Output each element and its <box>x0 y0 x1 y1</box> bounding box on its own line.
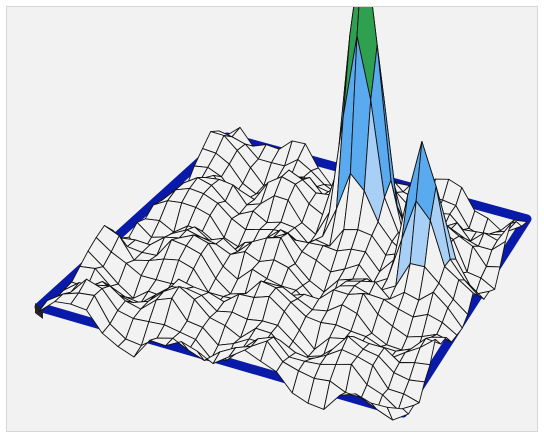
surface-cell <box>386 406 409 421</box>
surface-mesh <box>38 7 528 421</box>
surface-plot <box>34 7 532 421</box>
chart-frame <box>6 6 538 432</box>
